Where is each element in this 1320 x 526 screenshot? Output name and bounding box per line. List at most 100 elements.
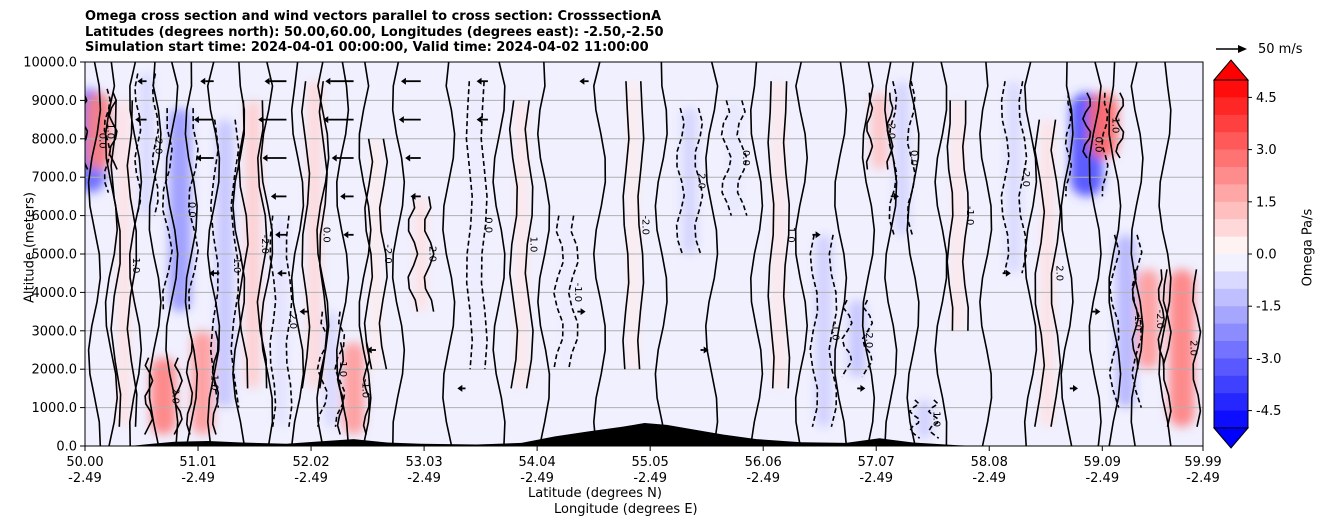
omega-band — [85, 92, 112, 170]
contour-label: -1.0 — [130, 254, 141, 274]
contour-line — [927, 399, 940, 439]
colorbar-segment — [1214, 375, 1248, 394]
omega-band — [894, 81, 910, 235]
colorbar-segment — [1214, 97, 1248, 116]
contour-line-zero — [104, 62, 119, 446]
contour-line-zero — [934, 62, 948, 446]
colorbar-segment — [1214, 410, 1248, 429]
wind-vector-head — [1072, 384, 1078, 392]
contour-line — [1131, 269, 1139, 370]
contour-label: -2.0 — [1020, 167, 1031, 187]
contour-line — [108, 92, 118, 170]
wind-vector-head — [860, 384, 866, 392]
wind-vector-head — [258, 116, 264, 124]
wind-vector-head — [580, 308, 586, 316]
omega-band — [216, 119, 234, 408]
contour-line-zero — [128, 62, 143, 446]
contour-line — [865, 92, 874, 170]
contour-line — [622, 81, 630, 370]
contour-label: 0.0 — [740, 150, 751, 166]
contour-label: 0.0 — [908, 150, 919, 166]
colorbar-segment — [1214, 323, 1248, 342]
contour-line — [316, 311, 329, 427]
contour-label: 2.0 — [287, 313, 298, 329]
wind-vector-head — [815, 231, 821, 239]
x-tick-label-lat: 57.07 — [858, 455, 895, 470]
x-tick-label-lon: -2.49 — [633, 471, 667, 486]
omega-band — [773, 81, 785, 389]
wind-vector-head — [703, 346, 709, 354]
contour-label: 0.0 — [186, 202, 197, 218]
contour-label: 1.0 — [930, 411, 941, 427]
contour-line-zero — [749, 62, 764, 446]
x-tick-label-lon: -2.49 — [746, 471, 780, 486]
contour-line — [736, 100, 748, 216]
y-tick-label: 6000.0 — [32, 209, 78, 224]
contour-line — [1192, 269, 1202, 427]
colorbar-segment — [1214, 201, 1248, 220]
x-tick-label-lon: -2.49 — [972, 471, 1006, 486]
contour-line-zero — [316, 62, 330, 446]
contour-line — [378, 138, 389, 370]
omega-band — [848, 300, 866, 377]
x-tick-label-lat: 52.02 — [292, 455, 329, 470]
contour-label: -2.0 — [863, 329, 874, 349]
contour-label: 2.0 — [1053, 265, 1064, 281]
contour-label: 1.0 — [785, 227, 796, 243]
contour-line — [126, 100, 138, 427]
wind-vector-head — [299, 308, 305, 316]
x-tick-label-lon: -2.49 — [294, 471, 328, 486]
x-tick-label-lat: 50.00 — [66, 455, 103, 470]
contour-label: -2.0 — [1154, 310, 1165, 330]
colorbar-segment — [1214, 271, 1248, 290]
contour-label: -1.0 — [360, 379, 371, 399]
y-axis-label: Altitude (meters) — [22, 192, 38, 303]
y-tick-label: 1000.0 — [32, 401, 78, 416]
colorbar-segment — [1214, 236, 1248, 255]
omega-band — [169, 108, 192, 312]
colorbar-segment — [1214, 306, 1248, 325]
wind-vector-head — [331, 154, 337, 162]
contour-label: -1.0 — [231, 254, 242, 274]
contour-line-zero — [290, 62, 305, 446]
contour-label: 2.0 — [886, 123, 897, 139]
contour-line — [103, 88, 111, 193]
y-tick-label: 4000.0 — [32, 286, 78, 301]
contour-line — [1050, 119, 1062, 427]
wind-vector-head — [270, 192, 276, 200]
wind-vector-head — [262, 154, 268, 162]
contour-label: -2.0 — [153, 135, 164, 155]
contour-line — [285, 215, 293, 427]
contour-line — [187, 108, 199, 312]
contour-line-zero — [1023, 62, 1038, 446]
wind-vector-head — [340, 192, 346, 200]
colorbar-tick-label: 0.0 — [1256, 248, 1277, 263]
contour-line-zero — [1130, 62, 1144, 446]
contour-line-zero — [794, 62, 809, 446]
wind-vector-head — [323, 116, 329, 124]
contour-label: -1.0 — [1132, 311, 1143, 331]
contour-line — [809, 234, 819, 427]
contour-line — [841, 299, 853, 378]
contour-label: 1.0 — [527, 236, 538, 252]
colorbar-segment — [1214, 132, 1248, 151]
colorbar-tick-label: -1.5 — [1256, 300, 1281, 315]
contour-line — [828, 234, 838, 427]
contour-line-zero — [358, 62, 372, 446]
contour-label: -1.0 — [830, 321, 841, 341]
contour-line-zero — [335, 62, 350, 446]
colorbar-tick-label: 3.0 — [1256, 143, 1277, 158]
colorbar-segment — [1214, 288, 1248, 307]
wind-vector-head — [893, 192, 899, 200]
contour-line-zero — [536, 62, 551, 446]
contour-line — [720, 100, 733, 216]
contour-label: 0.0 — [483, 217, 494, 233]
colorbar-segment — [1214, 149, 1248, 168]
omega-band — [515, 100, 528, 389]
wind-vector-head — [137, 77, 143, 85]
colorbar-segment — [1214, 358, 1248, 377]
contour-line — [363, 138, 374, 370]
y-tick-label: 2000.0 — [32, 363, 78, 378]
contour-line-zero — [87, 62, 102, 446]
contour-label: 0.0 — [1093, 137, 1104, 153]
